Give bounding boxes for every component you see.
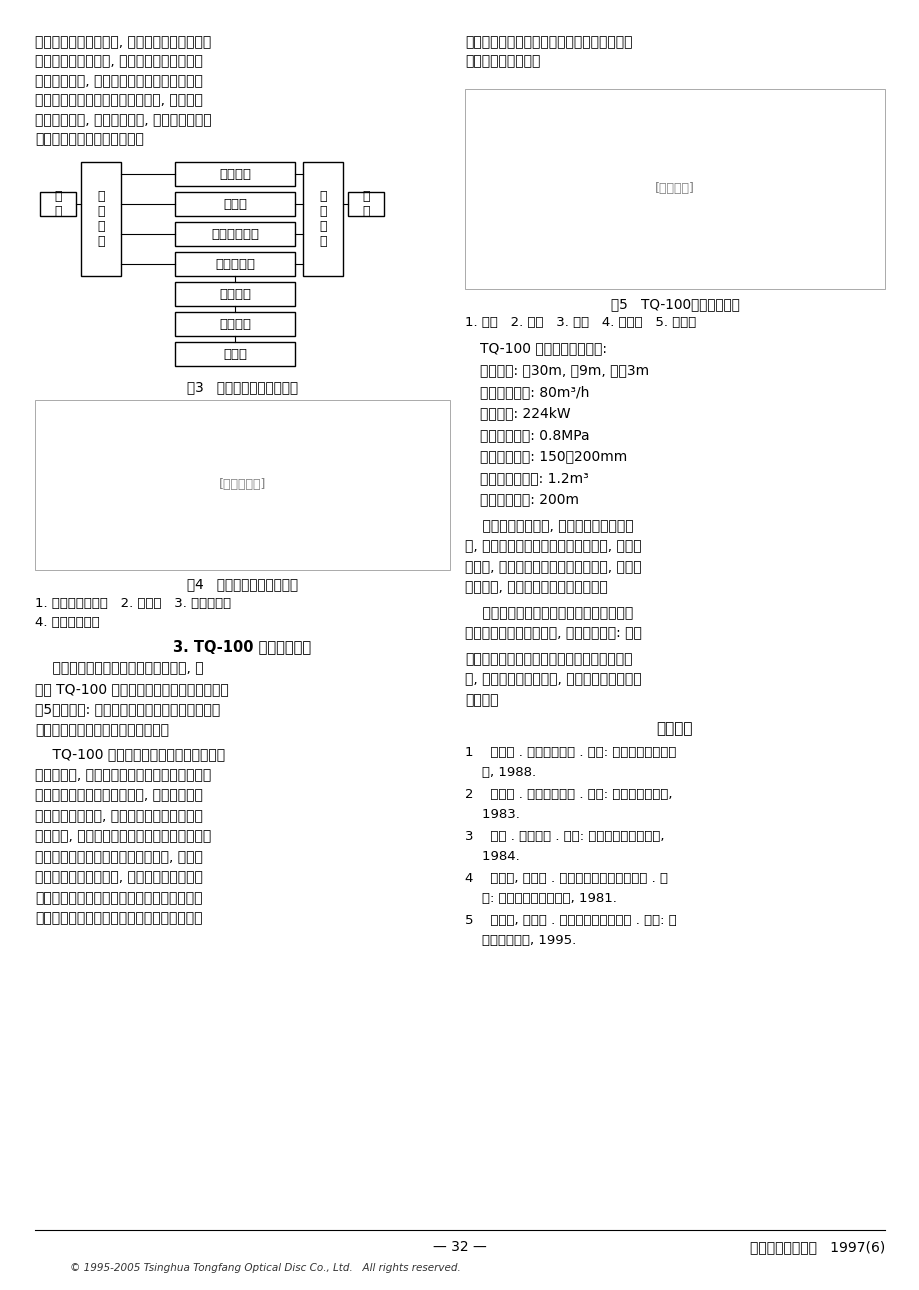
Text: 会效益。: 会效益。 [464,693,498,707]
Text: 每百米输送量: 80m³/h: 每百米输送量: 80m³/h [480,384,589,399]
Text: 从输出的泥土分析, 各种指标都接近原状: 从输出的泥土分析, 各种指标都接近原状 [464,519,633,533]
Text: 气柱相间运动, 至出料口卸出, 整个系统的控制: 气柱相间运动, 至出料口卸出, 整个系统的控制 [35,114,211,126]
Text: 4    周乃如, 朱凤德 . 气力输送原理与设计计算 . 郑: 4 周乃如, 朱凤德 . 气力输送原理与设计计算 . 郑 [464,872,667,885]
Text: 的, 具有很大的应用市场, 具有明显的经济和社: 的, 具有很大的应用市场, 具有明显的经济和社 [464,672,641,686]
Text: 电
源: 电 源 [54,190,62,218]
Text: 输料管道直径: 150～200mm: 输料管道直径: 150～200mm [480,449,627,463]
Text: 5    李诗久, 周晓君 . 气力输送理论与应用 . 北京: 机: 5 李诗久, 周晓君 . 气力输送理论与应用 . 北京: 机 [464,915,676,928]
Text: 挖泥机抓斗容量: 1.2m³: 挖泥机抓斗容量: 1.2m³ [480,471,588,485]
Text: 在指定地点排出。船体与排料口可根据取土和: 在指定地点排出。船体与排料口可根据取土和 [35,912,202,925]
Text: 方工程进行了生产性试验, 实际应用表明: 软粘: 方工程进行了生产性试验, 实际应用表明: 软粘 [464,627,641,641]
Text: 《起重运输机械》   1997(6): 《起重运输机械》 1997(6) [749,1240,884,1254]
Text: 州: 河南科学技术出版社, 1981.: 州: 河南科学技术出版社, 1981. [464,891,617,904]
Text: 3    黄标 . 气力输送 . 上海: 上海科学技术出版社,: 3 黄标 . 气力输送 . 上海: 上海科学技术出版社, [464,829,664,842]
Bar [175,192,295,215]
Text: 计的 TQ-100 型气力输泥船外形及布置简图见: 计的 TQ-100 型气力输泥船外形及布置简图见 [35,682,229,697]
Text: 置、表面膜发生器、脉冲控制系统。: 置、表面膜发生器、脉冲控制系统。 [35,722,169,737]
Text: 有所提高, 对土方的闭气效果更有利。: 有所提高, 对土方的闭气效果更有利。 [464,580,607,595]
Bar [347,192,383,215]
Text: 着管道向前推进。同时, 在管道进料端用表面膜: 着管道向前推进。同时, 在管道进料端用表面膜 [35,35,211,49]
Text: 输料管道: 输料管道 [219,288,251,301]
Text: 社, 1988.: 社, 1988. [464,765,536,778]
Text: — 32 —: — 32 — [433,1240,486,1254]
Text: 表面膜发生器与脉冲切割器相间工作, 在料栓: 表面膜发生器与脉冲切割器相间工作, 在料栓 [35,850,203,864]
Bar [175,283,295,306]
Text: 3. TQ-100 型气力输泥船: 3. TQ-100 型气力输泥船 [174,639,312,654]
Text: 发送器: 发送器 [222,197,246,210]
Text: 船体尺寸: 长30m, 宽9m, 型深3m: 船体尺寸: 长30m, 宽9m, 型深3m [480,364,649,378]
Text: 图5。它包括: 船体、抓斗、发送罐、定位移位装: 图5。它包括: 船体、抓斗、发送罐、定位移位装 [35,703,220,716]
Text: TQ-100 型输泥船基本参数:: TQ-100 型输泥船基本参数: [480,341,607,355]
Text: 图3   气力输泥系统流程框图: 图3 气力输泥系统流程框图 [187,381,298,393]
Text: 卸料口: 卸料口 [222,347,246,360]
Text: 土, 在输送过程中经过压缩空气的挤压, 空隙水: 土, 在输送过程中经过压缩空气的挤压, 空隙水 [464,539,641,553]
Text: 基于上述气力输送软粘土的设计原理, 设: 基于上述气力输送软粘土的设计原理, 设 [35,662,203,676]
Text: 1984.: 1984. [464,850,519,863]
Text: 润滑膜。物料在压缩空气作用下沿着输料管路: 润滑膜。物料在压缩空气作用下沿着输料管路 [35,891,202,906]
Bar [175,252,295,276]
Text: 4. 表面膜发生器: 4. 表面膜发生器 [35,617,99,630]
Text: 的表面喷入气泡和水剂, 形成表面气垫水环层: 的表面喷入气泡和水剂, 形成表面气垫水环层 [35,871,203,885]
Text: 额定输送距离: 200m: 额定输送距离: 200m [480,493,578,507]
Text: 1983.: 1983. [464,808,519,820]
Text: 主机功率: 224kW: 主机功率: 224kW [480,406,570,421]
Text: 送距离的长短调整。: 送距离的长短调整。 [464,54,539,68]
Text: 生贮存在储气罐中的压缩空气, 进入发送罐将: 生贮存在储气罐中的压缩空气, 进入发送罐将 [35,788,203,802]
Bar [175,312,295,335]
Text: 气
源: 气 源 [362,190,369,218]
Text: [系统构成图]: [系统构成图] [219,479,266,491]
Bar [175,342,295,366]
Bar [35,400,449,569]
Text: 物料压入输料管道, 然后脉冲切割器将物料切: 物料压入输料管道, 然后脉冲切割器将物料切 [35,809,203,823]
Text: 械工业出版社, 1995.: 械工业出版社, 1995. [464,934,575,947]
Text: 电
控
系
统: 电 控 系 统 [97,190,105,248]
Text: 1. 钟罩式供料装置   2. 发送器   3. 脉冲切割器: 1. 钟罩式供料装置 2. 发送器 3. 脉冲切割器 [35,597,231,610]
Text: 图5   TQ-100型气力输泥船: 图5 TQ-100型气力输泥船 [610,297,739,311]
Text: 气
控
系
统: 气 控 系 统 [319,190,326,248]
Text: © 1995-2005 Tsinghua Tongfang Optical Disc Co., Ltd.   All rights reserved.: © 1995-2005 Tsinghua Tongfang Optical Di… [70,1263,460,1273]
Text: 气体工作压力: 0.8MPa: 气体工作压力: 0.8MPa [480,428,589,442]
Text: 一段段的料柱, 在料柱的表面复上一层表面膜: 一段段的料柱, 在料柱的表面复上一层表面膜 [35,74,203,88]
Text: 1. 船体   2. 抓斗   3. 料斗   4. 发送罐   5. 储气罐: 1. 船体 2. 抓斗 3. 料斗 4. 发送罐 5. 储气罐 [464,316,696,329]
Text: 1    曾国熙 . 地基处理手册 . 北京: 中国建筑工业出版: 1 曾国熙 . 地基处理手册 . 北京: 中国建筑工业出版 [464,746,675,759]
Text: 参考文献: 参考文献 [656,721,693,737]
Bar [302,163,343,276]
Text: 脉冲切割器: 脉冲切割器 [215,258,255,271]
Text: 物料的远距离气力输送方法及系统是先进实用: 物料的远距离气力输送方法及系统是先进实用 [464,651,632,666]
Bar [464,89,884,289]
Text: 2    左东启 . 水工设计手册 . 北京: 水利水电出版社,: 2 左东启 . 水工设计手册 . 北京: 水利水电出版社, [464,788,672,801]
Text: 料装入料斗, 经振动筛网进入发送罐。空压机产: 料装入料斗, 经振动筛网进入发送罐。空压机产 [35,768,211,782]
Bar [175,222,295,246]
Text: 气力输泥船制造后在舟山东港工程海堤土: 气力输泥船制造后在舟山东港工程海堤土 [464,606,632,620]
Text: 图4   气力输泥系统构成简图: 图4 气力输泥系统构成简图 [187,578,298,592]
Text: 吸入装置: 吸入装置 [219,168,251,181]
Text: 布料的需要移位。气栓与料栓的长度可根据输: 布料的需要移位。气栓与料栓的长度可根据输 [464,35,632,49]
Text: 由气控与电控系统配合完成。: 由气控与电控系统配合完成。 [35,133,143,147]
Text: 发生器及脉冲切割器, 将物料根据需要切割成: 发生器及脉冲切割器, 将物料根据需要切割成 [35,54,203,68]
Bar [81,163,121,276]
Text: 并在料柱之间充以一定长度的气柱, 使料柱和: 并在料柱之间充以一定长度的气柱, 使料柱和 [35,93,203,107]
Text: 被挤出, 使土体之间的孔隙率大为减少, 密实度: 被挤出, 使土体之间的孔隙率大为减少, 密实度 [464,560,641,574]
Bar [40,192,76,215]
Bar [175,163,295,186]
Text: 割成料栓, 同时喷进一定数量的气体形成气栓。: 割成料栓, 同时喷进一定数量的气体形成气栓。 [35,829,211,844]
Text: [船舶图像]: [船舶图像] [654,182,694,196]
Text: 表面膜发生器: 表面膜发生器 [210,227,259,240]
Text: TQ-100 型气力输泥船工作时由抓斗将物: TQ-100 型气力输泥船工作时由抓斗将物 [35,747,225,761]
Text: 布料机构: 布料机构 [219,317,251,330]
